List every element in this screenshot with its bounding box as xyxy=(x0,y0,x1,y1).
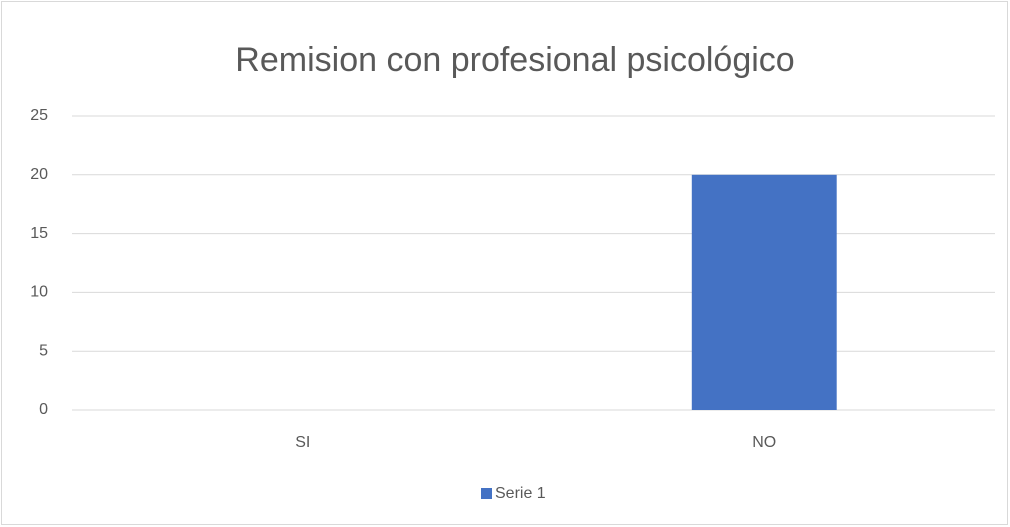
x-tick-label: SI xyxy=(295,434,310,451)
y-tick-label: 20 xyxy=(30,166,48,183)
y-tick-label: 15 xyxy=(30,225,48,242)
legend-swatch xyxy=(481,488,492,499)
x-tick-label: NO xyxy=(752,434,776,451)
bar xyxy=(691,174,837,410)
y-tick-label: 0 xyxy=(39,401,48,418)
y-tick-label: 10 xyxy=(30,284,48,301)
y-tick-label: 25 xyxy=(30,107,48,124)
chart-title: Remision con profesional psicológico xyxy=(235,41,794,79)
y-tick-label: 5 xyxy=(39,342,48,359)
legend-label: Serie 1 xyxy=(495,485,546,502)
